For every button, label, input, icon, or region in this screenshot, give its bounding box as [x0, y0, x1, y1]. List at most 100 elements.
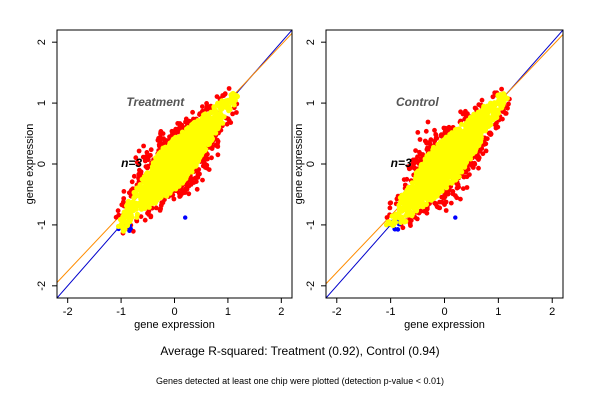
treatment-point: [157, 156, 163, 162]
treatment-point: [197, 150, 203, 156]
treatment-point: [146, 195, 152, 201]
control-point: [404, 207, 410, 213]
control-point-outlier: [407, 166, 413, 171]
treatment-point-outlier: [138, 214, 144, 220]
control-x-tick-label: 1: [495, 306, 501, 318]
treatment-point-outlier: [186, 191, 192, 197]
treatment-point: [129, 208, 135, 214]
control-point: [488, 105, 494, 111]
treatment-point-outlier: [230, 111, 236, 117]
treatment-point: [168, 145, 174, 151]
treatment-point: [201, 140, 208, 146]
control-point: [433, 185, 439, 192]
treatment-y-axis-label: gene expression: [24, 124, 36, 205]
control-point: [467, 121, 473, 127]
treatment-point: [133, 206, 139, 212]
treatment-point: [147, 179, 153, 185]
control-point: [463, 144, 469, 150]
treatment-point-outlier: [115, 208, 121, 214]
treatment-point-outlier: [189, 176, 195, 182]
treatment-point: [124, 206, 130, 213]
treatment-point-low: [183, 215, 188, 220]
control-point: [413, 170, 419, 176]
treatment-point-outlier: [136, 171, 142, 177]
control-point-outlier: [424, 206, 430, 212]
control-point: [423, 158, 429, 164]
control-point-outlier: [490, 94, 496, 100]
control-point: [440, 138, 446, 144]
treatment-point: [168, 178, 174, 184]
treatment-point-outlier: [129, 179, 135, 185]
control-point: [458, 121, 465, 127]
control-point-outlier: [476, 102, 482, 108]
control-point-outlier: [503, 111, 508, 116]
treatment-point-outlier: [222, 91, 228, 97]
control-y-tick-label: 1: [305, 100, 317, 106]
treatment-point: [151, 175, 157, 181]
treatment-point-outlier: [144, 150, 150, 155]
control-point-outlier: [424, 210, 430, 216]
treatment-point: [211, 106, 217, 112]
control-x-tick-label: 2: [549, 306, 555, 318]
treatment-point-outlier: [146, 212, 152, 217]
control-point: [474, 118, 480, 124]
control-point: [390, 222, 396, 228]
treatment-point-outlier: [148, 147, 154, 153]
treatment-point: [142, 203, 149, 209]
control-point: [416, 179, 422, 185]
treatment-point: [229, 100, 235, 106]
treatment-point: [121, 224, 127, 230]
control-point-outlier: [464, 185, 470, 190]
control-point: [462, 148, 468, 154]
treatment-x-tick-label: 1: [225, 306, 231, 318]
treatment-x-axis-label: gene expression: [134, 319, 215, 331]
treatment-point: [171, 136, 177, 142]
treatment-point: [218, 107, 224, 113]
control-point: [412, 176, 419, 182]
control-point: [455, 129, 461, 135]
control-point-outlier: [499, 86, 504, 92]
treatment-point-outlier: [157, 208, 163, 213]
control-y-tick-label: -1: [305, 220, 317, 230]
treatment-point: [134, 192, 140, 199]
control-point-outlier: [444, 126, 450, 131]
control-point: [413, 184, 419, 191]
control-point: [458, 154, 464, 160]
treatment-point: [138, 197, 144, 203]
control-point-outlier: [450, 189, 456, 194]
control-point: [465, 155, 471, 161]
treatment-point: [196, 141, 202, 147]
control-point: [499, 103, 505, 109]
control-point-outlier: [493, 125, 499, 131]
treatment-point-outlier: [141, 143, 147, 149]
treatment-point-outlier: [131, 173, 137, 179]
control-point: [449, 130, 455, 136]
treatment-x-tick-label: 0: [171, 306, 177, 318]
treatment-point: [152, 200, 158, 206]
treatment-point-outlier: [169, 128, 175, 134]
control-point-outlier: [458, 196, 463, 202]
treatment-point: [157, 186, 163, 192]
treatment-point: [176, 146, 182, 152]
control-point: [419, 200, 425, 206]
treatment-y-tick-label: 1: [36, 100, 48, 106]
treatment-point: [152, 170, 159, 176]
treatment-point: [172, 158, 178, 164]
control-point: [424, 153, 430, 159]
control-point-outlier: [426, 140, 431, 146]
control-point-outlier: [465, 167, 471, 172]
treatment-point-outlier: [183, 186, 189, 192]
treatment-point: [144, 174, 150, 180]
treatment-point-outlier: [194, 186, 200, 192]
control-point-outlier: [460, 186, 466, 192]
treatment-point-outlier: [234, 110, 239, 115]
treatment-point: [181, 143, 187, 149]
control-point: [484, 116, 490, 122]
treatment-point: [181, 132, 188, 138]
control-point-outlier: [460, 111, 466, 117]
treatment-point: [193, 130, 199, 136]
control-plot-area: [326, 30, 563, 298]
control-point: [432, 177, 438, 183]
control-x-axis-label: gene expression: [404, 319, 485, 331]
